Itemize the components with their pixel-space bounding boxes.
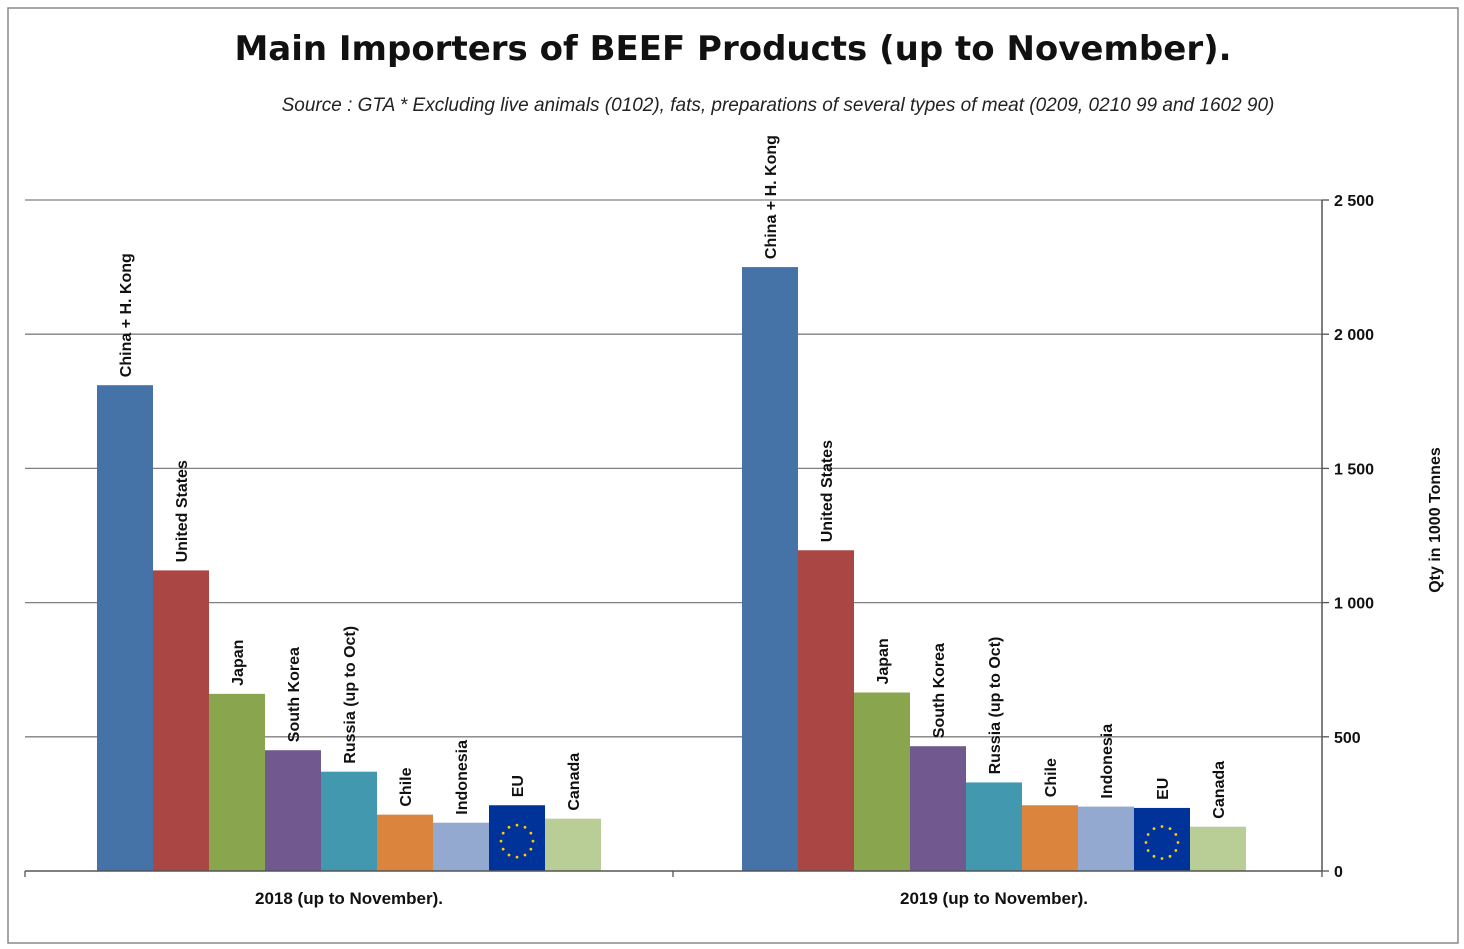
bars: China + H. Kong United States Japan South K… xyxy=(97,135,1246,872)
eu-star xyxy=(515,823,519,827)
bar-label-japan: Japan xyxy=(875,638,892,684)
bar-china-h-kong-2 xyxy=(742,267,798,872)
bar-indonesia-2 xyxy=(1078,806,1134,871)
bar-south-korea-2 xyxy=(910,746,966,871)
bar-eu-1 xyxy=(489,805,545,871)
bar-canada-2 xyxy=(1190,826,1246,871)
eu-star xyxy=(529,847,533,851)
bar-united-states-1 xyxy=(153,570,209,871)
bar-label-united-states: United States xyxy=(174,460,191,562)
eu-star xyxy=(1160,857,1164,860)
y-axis-title: Qty in 1000 Tonnes xyxy=(1427,447,1444,593)
eu-stars-icon xyxy=(1144,825,1180,860)
eu-star xyxy=(501,847,505,851)
bar-chile-1 xyxy=(377,814,433,871)
chart-title: Main Importers of BEEF Products (up to N… xyxy=(234,29,1231,69)
eu-star xyxy=(1144,841,1148,844)
bar-label-chile: Chile xyxy=(1043,758,1060,797)
bar-united-states-2 xyxy=(798,550,854,871)
bar-south-korea-1 xyxy=(265,750,321,871)
eu-star xyxy=(523,853,527,857)
eu-stars-icon xyxy=(499,823,535,859)
eu-star xyxy=(1174,833,1178,836)
eu-star xyxy=(1146,849,1150,852)
bar-label-indonesia: Indonesia xyxy=(1099,724,1116,799)
bar-china-h-kong-1 xyxy=(97,385,153,871)
eu-star xyxy=(1160,825,1164,828)
bar-label-canada: Canada xyxy=(566,753,583,811)
eu-star xyxy=(1174,849,1178,852)
eu-star xyxy=(1168,854,1172,858)
eu-star xyxy=(1152,854,1156,858)
y-tick-label: 0 xyxy=(1334,864,1343,881)
eu-star xyxy=(1146,833,1150,836)
axes: 0 500 1 000 1 500 2 000 2 500 2018 (up to Nove… xyxy=(24,193,1374,908)
y-tick-label: 1 000 xyxy=(1334,596,1374,613)
bar-label-china-h-kong: China + H. Kong xyxy=(763,135,780,259)
eu-star xyxy=(1168,827,1172,831)
bar-russia-up-to-oct-1 xyxy=(321,771,377,871)
eu-star xyxy=(507,853,511,857)
bar-label-chile: Chile xyxy=(398,767,415,806)
bar-label-china-h-kong: China + H. Kong xyxy=(118,253,135,377)
bar-canada-1 xyxy=(545,818,601,871)
y-tick-label: 500 xyxy=(1334,730,1361,747)
bar-russia-up-to-oct-2 xyxy=(966,782,1022,871)
eu-star xyxy=(523,825,527,829)
eu-star xyxy=(507,825,511,829)
eu-star xyxy=(529,831,533,835)
bar-japan-1 xyxy=(209,693,265,871)
chart-subtitle: Source : GTA * Excluding live animals (0… xyxy=(282,95,1275,116)
x-category-label: 2019 (up to November). xyxy=(900,889,1088,908)
bar-label-eu: EU xyxy=(1155,778,1172,800)
eu-star xyxy=(515,855,519,859)
bar-label-canada: Canada xyxy=(1211,761,1228,819)
eu-star xyxy=(501,831,505,835)
bar-label-united-states: United States xyxy=(819,440,836,542)
eu-star xyxy=(499,839,503,843)
bar-label-japan: Japan xyxy=(230,640,247,686)
bar-label-indonesia: Indonesia xyxy=(454,740,471,815)
bar-label-russia-up-to-oct: Russia (up to Oct) xyxy=(987,637,1004,775)
bar-indonesia-1 xyxy=(433,822,489,871)
eu-star xyxy=(1176,841,1180,844)
y-tick-label: 2 000 xyxy=(1334,327,1374,344)
y-tick-label: 1 500 xyxy=(1334,461,1374,478)
bar-label-eu: EU xyxy=(510,775,527,797)
bar-label-south-korea: South Korea xyxy=(286,647,303,742)
bar-eu-2 xyxy=(1134,807,1190,871)
eu-star xyxy=(531,839,535,843)
bar-label-russia-up-to-oct: Russia (up to Oct) xyxy=(342,626,359,764)
eu-star xyxy=(1152,827,1156,831)
x-category-label: 2018 (up to November). xyxy=(255,889,443,908)
y-tick-label: 2 500 xyxy=(1334,193,1374,210)
bar-japan-2 xyxy=(854,692,910,871)
bar-chile-2 xyxy=(1022,805,1078,871)
bar-label-south-korea: South Korea xyxy=(931,643,948,738)
